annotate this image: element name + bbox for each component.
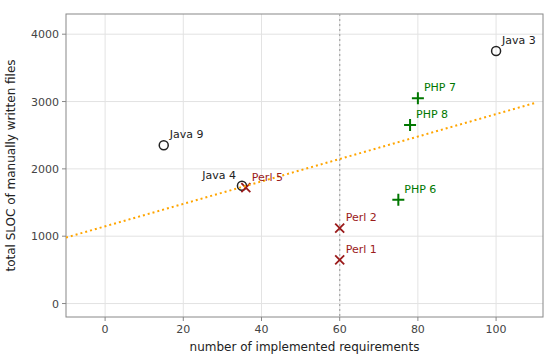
y-tick-label: 2000 <box>31 163 59 176</box>
y-tick <box>62 168 66 169</box>
y-tick-label: 3000 <box>31 96 59 109</box>
y-grid-line <box>66 34 543 35</box>
y-tick-label: 4000 <box>31 28 59 41</box>
x-grid-line <box>496 14 497 317</box>
point <box>404 119 416 131</box>
plot-area <box>66 14 535 317</box>
y-tick-label: 0 <box>52 298 59 311</box>
plot-frame <box>66 14 543 317</box>
y-grid-line <box>66 236 543 237</box>
point-label: Perl 1 <box>346 243 377 256</box>
point <box>412 92 424 104</box>
point-label: Java 9 <box>169 128 204 141</box>
x-tick <box>183 317 184 321</box>
x-tick-label: 20 <box>176 323 190 336</box>
x-grid-line <box>105 14 106 317</box>
x-axis-title: number of implemented requirements <box>190 340 420 354</box>
y-tick <box>62 34 66 35</box>
x-tick <box>261 317 262 321</box>
point <box>335 224 344 233</box>
y-grid-line <box>66 101 543 102</box>
chart: 02040608010001000200030004000number of i… <box>0 0 557 361</box>
x-tick-label: 0 <box>102 323 109 336</box>
y-tick <box>62 303 66 304</box>
vertical-line <box>339 14 340 317</box>
axes: 02040608010001000200030004000 <box>31 28 507 336</box>
point-label: Java 3 <box>501 34 536 47</box>
x-tick-label: 80 <box>411 323 425 336</box>
point <box>492 47 501 56</box>
point-label: PHP 8 <box>416 108 448 121</box>
y-tick-label: 1000 <box>31 230 59 243</box>
y-grid-line <box>66 168 543 169</box>
point-label: Java 4 <box>201 169 236 182</box>
trend-line <box>66 103 535 238</box>
x-tick <box>105 317 106 321</box>
grid <box>66 14 543 317</box>
point <box>159 141 168 150</box>
x-tick-label: 40 <box>254 323 268 336</box>
y-tick <box>62 236 66 237</box>
point-label: PHP 7 <box>424 81 456 94</box>
x-grid-line <box>183 14 184 317</box>
x-tick-label: 60 <box>333 323 347 336</box>
x-grid-line <box>261 14 262 317</box>
x-tick <box>496 317 497 321</box>
x-tick <box>339 317 340 321</box>
point <box>392 194 404 206</box>
y-grid-line <box>66 303 543 304</box>
x-tick <box>417 317 418 321</box>
y-axis-title: total SLOC of manually written files <box>4 59 18 271</box>
x-grid-line <box>339 14 340 317</box>
x-grid-line <box>417 14 418 317</box>
point <box>335 255 344 264</box>
point-label: Perl 5 <box>252 171 283 184</box>
point-label: Perl 2 <box>346 211 377 224</box>
x-tick-label: 100 <box>486 323 507 336</box>
plot-background <box>66 14 543 317</box>
y-tick <box>62 101 66 102</box>
point-labels: Java 9 Java 4 Java 3 Perl 5 Perl 2 Perl 1 PHP … <box>169 34 536 256</box>
point-label: PHP 6 <box>404 183 436 196</box>
